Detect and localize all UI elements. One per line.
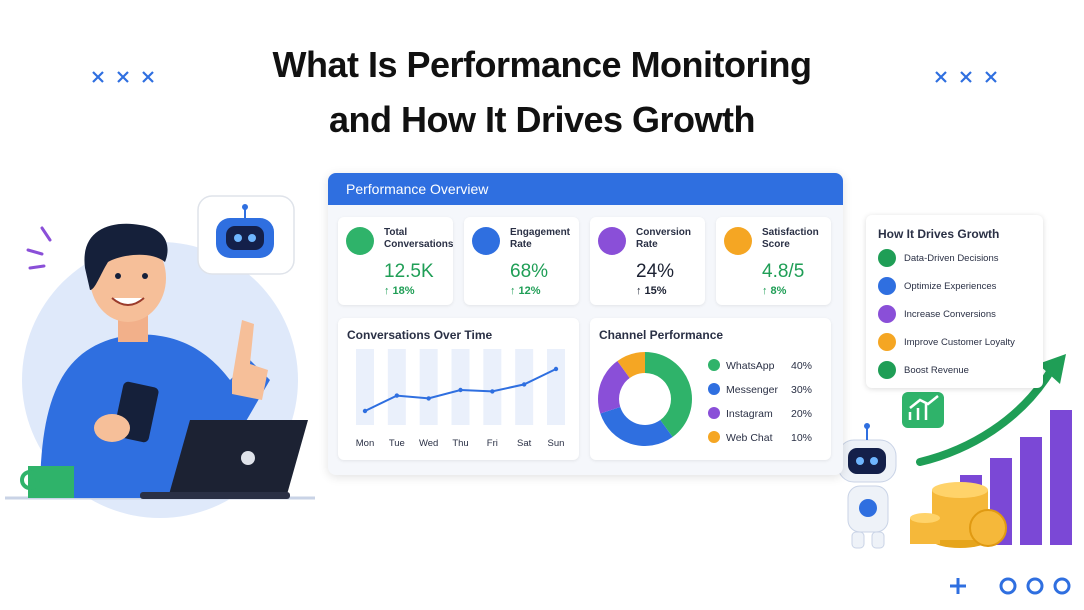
kpi-icon xyxy=(598,227,626,255)
kpi-change: ↑ 18% xyxy=(384,285,415,297)
dashboard-title: Performance Overview xyxy=(328,173,843,205)
growth-panel: How It Drives Growth Data-Driven Decisio… xyxy=(866,215,1043,388)
growth-label: Optimize Experiences xyxy=(904,280,997,292)
kpi-card: Conversion Rate 24% ↑ 15% xyxy=(590,217,705,305)
chart-column xyxy=(547,349,565,425)
coins xyxy=(910,482,1007,548)
x-tick-label: Tue xyxy=(389,438,405,449)
panel-title: Channel Performance xyxy=(599,328,724,342)
chart-column xyxy=(515,349,534,425)
kpi-icon xyxy=(724,227,752,255)
decor-rays xyxy=(26,226,52,270)
growth-item: Improve Customer Loyalty xyxy=(878,333,1015,351)
donut-segment xyxy=(617,352,645,378)
kpi-icon xyxy=(346,227,374,255)
growth-icon xyxy=(878,333,896,351)
x-tick-label: Sat xyxy=(517,438,532,449)
legend-label: Instagram xyxy=(726,408,773,420)
value-label: 20% xyxy=(791,408,812,420)
chart-column xyxy=(387,349,406,425)
robot xyxy=(837,392,944,549)
title-line: and How It Drives Growth xyxy=(328,99,756,140)
legend-swatch xyxy=(708,359,720,371)
point xyxy=(553,366,559,372)
kpi-card: Satisfaction Score 4.8/5 ↑ 8% xyxy=(716,217,831,305)
value-label: 30% xyxy=(791,384,812,396)
point xyxy=(394,393,400,398)
growth-label: Improve Customer Loyalty xyxy=(904,336,1015,348)
growth-item: Data-Driven Decisions xyxy=(878,249,999,267)
decor-crosses xyxy=(92,71,997,594)
growth-item: Optimize Experiences xyxy=(878,277,996,295)
mug xyxy=(28,466,74,498)
growth-item: Boost Revenue xyxy=(878,361,969,379)
x-tick-label: Wed xyxy=(419,438,438,449)
value-label: 40% xyxy=(791,360,812,372)
legend-label: Messenger xyxy=(726,384,778,396)
dashboard: Performance Overview Conversations Over … xyxy=(328,173,843,475)
kpi-value: 68% xyxy=(510,261,549,282)
kpi-card: Engagement Rate 68% ↑ 12% xyxy=(464,217,579,305)
kpi-label: Engagement Rate xyxy=(510,227,571,250)
x-tick-label: Mon xyxy=(356,438,374,449)
kpi-value: 12.5K xyxy=(384,261,434,282)
legend-swatch xyxy=(708,431,720,443)
kpi-change: ↑ 12% xyxy=(510,285,541,297)
legend-label: WhatsApp xyxy=(726,360,775,372)
x-tick-label: Sun xyxy=(548,438,565,449)
kpi-value: 4.8/5 xyxy=(762,261,805,282)
kpi-icon xyxy=(472,227,500,255)
x-tick-label: Fri xyxy=(487,438,498,449)
kpi-change: ↑ 8% xyxy=(762,285,787,297)
growth-icon xyxy=(878,249,896,267)
value-label: 10% xyxy=(791,432,812,444)
kpi-change: ↑ 15% xyxy=(636,285,667,297)
growth-item: Increase Conversions xyxy=(878,305,996,323)
kpi-card: Total Conversations 12.5K ↑ 18% xyxy=(338,217,453,305)
growth-label: Increase Conversions xyxy=(904,308,996,320)
kpi-label: Total Conversations xyxy=(384,227,454,250)
growth-icon xyxy=(878,361,896,379)
point xyxy=(458,387,463,393)
x-tick-label: Thu xyxy=(452,438,468,449)
growth-label: Boost Revenue xyxy=(904,364,969,376)
growth-label: Data-Driven Decisions xyxy=(904,252,999,264)
robot-bubble xyxy=(197,195,295,275)
kpi-label: Conversion Rate xyxy=(636,227,692,250)
growth-icon xyxy=(878,277,896,295)
point xyxy=(490,389,495,394)
legend-swatch xyxy=(708,407,720,419)
growth-arrowhead xyxy=(1038,354,1066,384)
point xyxy=(362,408,368,414)
donut-segment xyxy=(600,407,673,446)
charts: Mon Tue Wed Thu Fri Sat Sun WhatsApp 40% Messenge… xyxy=(356,349,812,449)
panel-title: Conversations Over Time xyxy=(347,328,493,342)
donut-segment xyxy=(645,352,692,438)
panel-title: How It Drives Growth xyxy=(878,227,1000,241)
point xyxy=(426,396,431,401)
chart-column xyxy=(419,349,438,425)
legend-swatch xyxy=(708,383,720,395)
kpi-label: Satisfaction Score xyxy=(762,227,819,250)
kpi-value: 24% xyxy=(636,261,675,282)
chart-column xyxy=(356,349,374,425)
decor-circles xyxy=(999,577,1071,595)
point xyxy=(521,382,527,387)
growth-icon xyxy=(878,305,896,323)
mug-handle xyxy=(20,470,40,490)
legend-label: Web Chat xyxy=(726,432,773,444)
person xyxy=(40,223,270,498)
title-line: What Is Performance Monitoring xyxy=(272,44,812,85)
chart-column xyxy=(451,349,470,425)
donut-segment xyxy=(598,360,630,414)
laptop xyxy=(140,420,308,499)
chart-column xyxy=(483,349,502,425)
growth-arrow xyxy=(916,368,1054,466)
